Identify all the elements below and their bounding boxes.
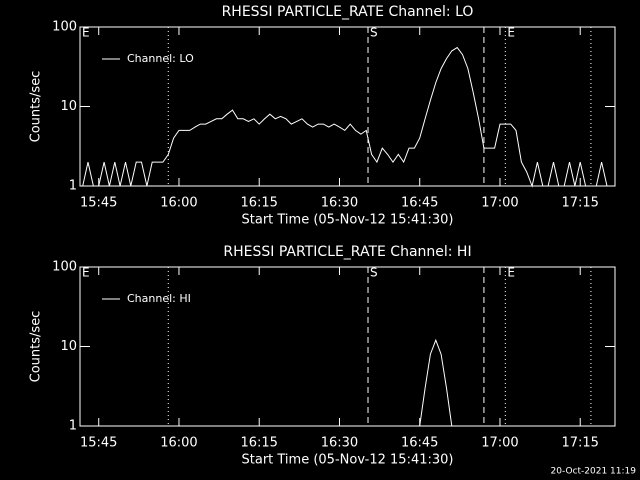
legend-label: Channel: HI bbox=[127, 292, 191, 305]
marker-label: S bbox=[370, 26, 378, 40]
y-tick-label: 1 bbox=[69, 179, 77, 194]
data-line bbox=[419, 338, 453, 427]
x-tick-label: 17:15 bbox=[561, 436, 598, 451]
x-tick-label: 16:30 bbox=[321, 436, 358, 451]
y-axis-label: Counts/sec bbox=[29, 311, 44, 383]
x-tick-label: 15:45 bbox=[80, 196, 117, 211]
chart-title: RHESSI PARTICLE_RATE Channel: LO bbox=[222, 4, 474, 20]
x-tick-label: 16:15 bbox=[240, 196, 277, 211]
footer: 20-Oct-2021 11:19 bbox=[551, 467, 637, 477]
marker-label: E bbox=[507, 266, 515, 280]
marker-label: S bbox=[370, 266, 378, 280]
marker-label: E bbox=[82, 266, 90, 280]
y-tick-label: 100 bbox=[52, 260, 77, 275]
marker-label: E bbox=[507, 26, 515, 40]
y-tick-label: 1 bbox=[69, 419, 77, 434]
x-tick-label: 17:15 bbox=[561, 196, 598, 211]
x-tick-label: 16:15 bbox=[240, 436, 277, 451]
x-axis-label: Start Time (05-Nov-12 15:41:30) bbox=[242, 213, 454, 228]
marker-label: E bbox=[82, 26, 90, 40]
y-tick-label: 10 bbox=[60, 99, 77, 114]
legend-label: Channel: LO bbox=[127, 52, 194, 65]
x-tick-label: 17:00 bbox=[481, 196, 518, 211]
data-line bbox=[82, 46, 613, 188]
chart-title: RHESSI PARTICLE_RATE Channel: HI bbox=[223, 244, 471, 260]
x-tick-label: 16:45 bbox=[401, 196, 438, 211]
x-tick-label: 16:00 bbox=[160, 436, 197, 451]
x-axis-label: Start Time (05-Nov-12 15:41:30) bbox=[242, 453, 454, 468]
x-tick-label: 15:45 bbox=[80, 436, 117, 451]
y-axis-label: Counts/sec bbox=[29, 71, 44, 143]
x-tick-label: 16:30 bbox=[321, 196, 358, 211]
plot-frame bbox=[79, 266, 616, 427]
y-tick-label: 100 bbox=[52, 20, 77, 35]
y-tick-label: 10 bbox=[60, 339, 77, 354]
x-tick-label: 17:00 bbox=[481, 436, 518, 451]
x-tick-label: 16:00 bbox=[160, 196, 197, 211]
x-tick-label: 16:45 bbox=[401, 436, 438, 451]
